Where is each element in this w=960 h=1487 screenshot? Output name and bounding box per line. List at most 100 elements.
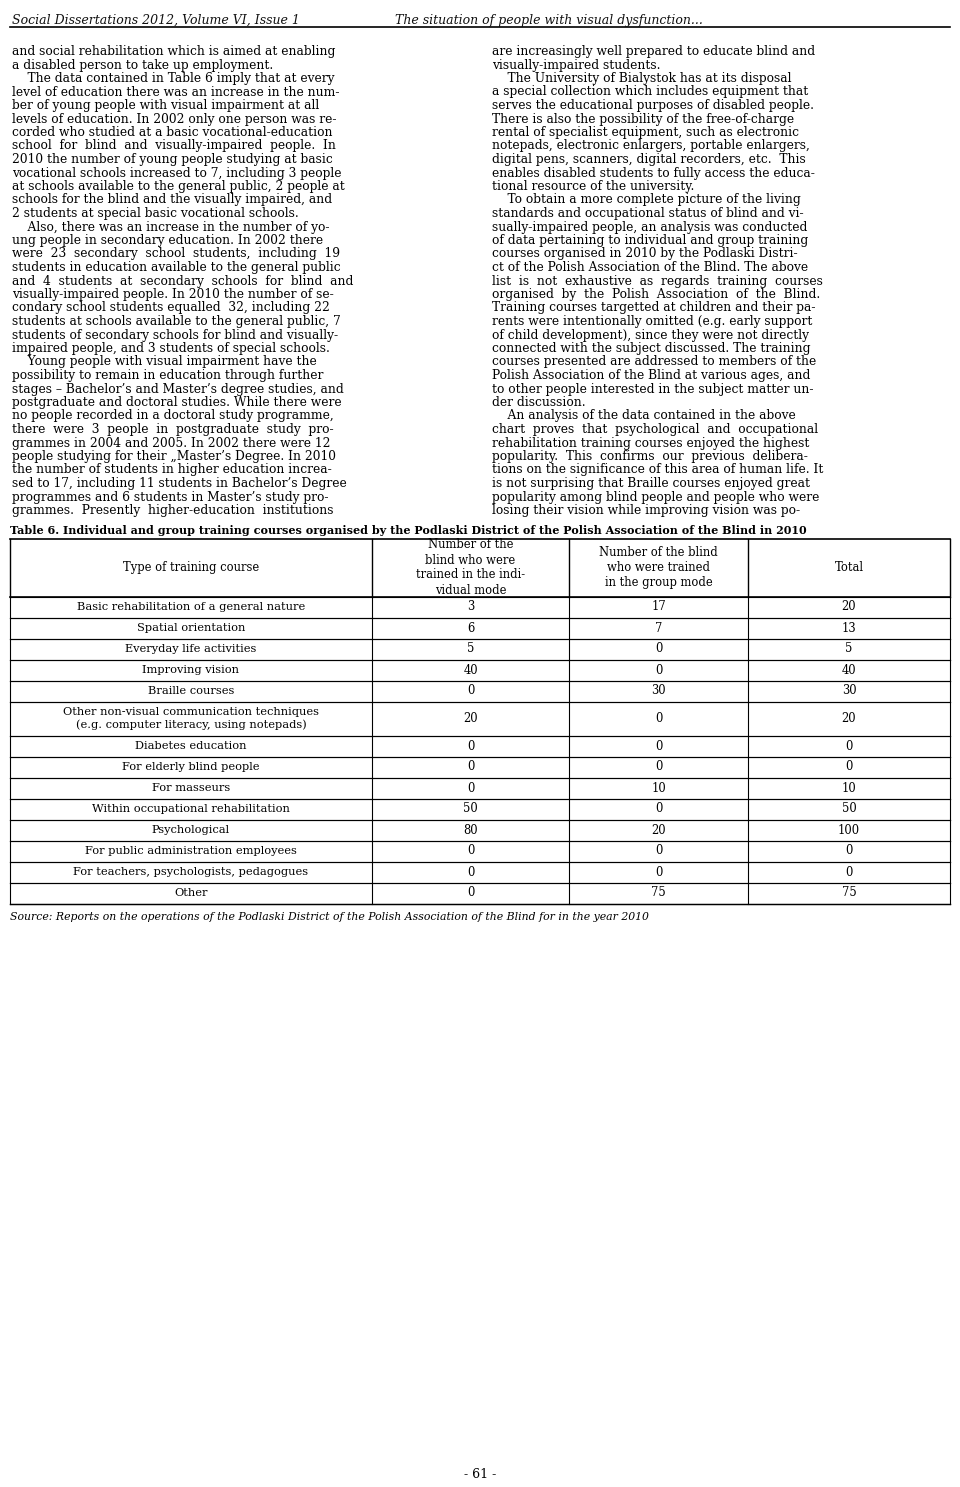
Text: Social Dissertations 2012, Volume VI, Issue 1: Social Dissertations 2012, Volume VI, Is…: [12, 13, 300, 27]
Text: programmes and 6 students in Master’s study pro-: programmes and 6 students in Master’s st…: [12, 491, 328, 504]
Text: condary school students equalled  32, including 22: condary school students equalled 32, inc…: [12, 302, 330, 314]
Text: enables disabled students to fully access the educa-: enables disabled students to fully acces…: [492, 167, 815, 180]
Text: Number of the
blind who were
trained in the indi-
vidual mode: Number of the blind who were trained in …: [416, 538, 525, 596]
Text: For public administration employees: For public administration employees: [85, 846, 297, 857]
Text: standards and occupational status of blind and vi-: standards and occupational status of bli…: [492, 207, 804, 220]
Text: 5: 5: [467, 642, 474, 656]
Text: courses presented are addressed to members of the: courses presented are addressed to membe…: [492, 355, 816, 369]
Text: postgraduate and doctoral studies. While there were: postgraduate and doctoral studies. While…: [12, 396, 342, 409]
Text: 5: 5: [845, 642, 852, 656]
Text: 0: 0: [655, 739, 662, 752]
Text: there  were  3  people  in  postgraduate  study  pro-: there were 3 people in postgraduate stud…: [12, 422, 334, 436]
Text: 40: 40: [842, 663, 856, 677]
Text: The University of Bialystok has at its disposal: The University of Bialystok has at its d…: [492, 71, 791, 85]
Text: Type of training course: Type of training course: [123, 561, 259, 574]
Text: school  for  blind  and  visually-impaired  people.  In: school for blind and visually-impaired p…: [12, 140, 336, 153]
Text: 20: 20: [464, 712, 478, 726]
Text: 0: 0: [655, 845, 662, 858]
Text: 2010 the number of young people studying at basic: 2010 the number of young people studying…: [12, 153, 333, 167]
Text: vocational schools increased to 7, including 3 people: vocational schools increased to 7, inclu…: [12, 167, 342, 180]
Text: 0: 0: [467, 782, 474, 794]
Text: sed to 17, including 11 students in Bachelor’s Degree: sed to 17, including 11 students in Bach…: [12, 477, 347, 491]
Text: 0: 0: [845, 845, 852, 858]
Text: Number of the blind
who were trained
in the group mode: Number of the blind who were trained in …: [599, 546, 718, 589]
Text: 0: 0: [467, 739, 474, 752]
Text: 75: 75: [651, 886, 666, 900]
Text: Table 6. Individual and group training courses organised by the Podlaski Distric: Table 6. Individual and group training c…: [10, 525, 806, 535]
Text: impaired people, and 3 students of special schools.: impaired people, and 3 students of speci…: [12, 342, 330, 355]
Text: The situation of people with visual dysfunction...: The situation of people with visual dysf…: [395, 13, 703, 27]
Text: popularity among blind people and people who were: popularity among blind people and people…: [492, 491, 820, 504]
Text: For masseurs: For masseurs: [152, 784, 230, 793]
Text: were  23  secondary  school  students,  including  19: were 23 secondary school students, inclu…: [12, 247, 340, 260]
Text: students at schools available to the general public, 7: students at schools available to the gen…: [12, 315, 341, 329]
Text: 10: 10: [842, 782, 856, 794]
Text: students in education available to the general public: students in education available to the g…: [12, 262, 341, 274]
Text: rental of specialist equipment, such as electronic: rental of specialist equipment, such as …: [492, 126, 799, 138]
Text: 6: 6: [467, 622, 474, 635]
Text: Other non-visual communication techniques
(e.g. computer literacy, using notepad: Other non-visual communication technique…: [63, 708, 319, 730]
Text: 30: 30: [651, 684, 666, 697]
Text: 0: 0: [467, 760, 474, 773]
Text: level of education there was an increase in the num-: level of education there was an increase…: [12, 85, 340, 98]
Text: to other people interested in the subject matter un-: to other people interested in the subjec…: [492, 382, 813, 396]
Text: 50: 50: [842, 803, 856, 815]
Text: organised  by  the  Polish  Association  of  the  Blind.: organised by the Polish Association of t…: [492, 288, 820, 300]
Text: 0: 0: [467, 684, 474, 697]
Text: grammes in 2004 and 2005. In 2002 there were 12: grammes in 2004 and 2005. In 2002 there …: [12, 437, 330, 449]
Text: 17: 17: [651, 601, 666, 614]
Text: 0: 0: [655, 803, 662, 815]
Text: Basic rehabilitation of a general nature: Basic rehabilitation of a general nature: [77, 602, 305, 613]
Text: sually-impaired people, an analysis was conducted: sually-impaired people, an analysis was …: [492, 220, 807, 233]
Text: Training courses targetted at children and their pa-: Training courses targetted at children a…: [492, 302, 815, 314]
Text: 0: 0: [467, 886, 474, 900]
Text: 3: 3: [467, 601, 474, 614]
Text: 50: 50: [464, 803, 478, 815]
Text: losing their vision while improving vision was po-: losing their vision while improving visi…: [492, 504, 800, 517]
Text: 0: 0: [655, 712, 662, 726]
Text: chart  proves  that  psychological  and  occupational: chart proves that psychological and occu…: [492, 422, 818, 436]
Text: 0: 0: [467, 865, 474, 879]
Text: possibility to remain in education through further: possibility to remain in education throu…: [12, 369, 324, 382]
Text: 0: 0: [655, 663, 662, 677]
Text: 2 students at special basic vocational schools.: 2 students at special basic vocational s…: [12, 207, 299, 220]
Text: 0: 0: [655, 760, 662, 773]
Text: of data pertaining to individual and group training: of data pertaining to individual and gro…: [492, 233, 808, 247]
Text: corded who studied at a basic vocational-education: corded who studied at a basic vocational…: [12, 126, 332, 138]
Text: and social rehabilitation which is aimed at enabling: and social rehabilitation which is aimed…: [12, 45, 335, 58]
Text: Within occupational rehabilitation: Within occupational rehabilitation: [92, 804, 290, 813]
Text: 30: 30: [842, 684, 856, 697]
Text: 13: 13: [842, 622, 856, 635]
Text: rents were intentionally omitted (e.g. early support: rents were intentionally omitted (e.g. e…: [492, 315, 812, 329]
Text: Psychological: Psychological: [152, 825, 230, 836]
Text: tional resource of the university.: tional resource of the university.: [492, 180, 694, 193]
Text: Everyday life activities: Everyday life activities: [125, 644, 256, 654]
Text: ct of the Polish Association of the Blind. The above: ct of the Polish Association of the Blin…: [492, 262, 808, 274]
Text: 20: 20: [842, 712, 856, 726]
Text: 7: 7: [655, 622, 662, 635]
Text: 80: 80: [464, 824, 478, 837]
Text: serves the educational purposes of disabled people.: serves the educational purposes of disab…: [492, 100, 814, 112]
Text: and  4  students  at  secondary  schools  for  blind  and: and 4 students at secondary schools for …: [12, 275, 353, 287]
Text: Spatial orientation: Spatial orientation: [136, 623, 245, 633]
Text: Diabetes education: Diabetes education: [135, 741, 247, 751]
Text: people studying for their „Master’s Degree. In 2010: people studying for their „Master’s Degr…: [12, 451, 336, 462]
Text: Also, there was an increase in the number of yo-: Also, there was an increase in the numbe…: [12, 220, 329, 233]
Text: 75: 75: [842, 886, 856, 900]
Text: notepads, electronic enlargers, portable enlargers,: notepads, electronic enlargers, portable…: [492, 140, 810, 153]
Text: tions on the significance of this area of human life. It: tions on the significance of this area o…: [492, 464, 824, 476]
Text: of child development), since they were not directly: of child development), since they were n…: [492, 329, 809, 342]
Text: 0: 0: [845, 865, 852, 879]
Text: 0: 0: [655, 865, 662, 879]
Text: Total: Total: [834, 561, 863, 574]
Text: connected with the subject discussed. The training: connected with the subject discussed. Th…: [492, 342, 810, 355]
Text: is not surprising that Braille courses enjoyed great: is not surprising that Braille courses e…: [492, 477, 810, 491]
Text: digital pens, scanners, digital recorders, etc.  This: digital pens, scanners, digital recorder…: [492, 153, 805, 167]
Text: For elderly blind people: For elderly blind people: [122, 761, 260, 772]
Text: courses organised in 2010 by the Podlaski Distri-: courses organised in 2010 by the Podlask…: [492, 247, 798, 260]
Text: Polish Association of the Blind at various ages, and: Polish Association of the Blind at vario…: [492, 369, 810, 382]
Text: To obtain a more complete picture of the living: To obtain a more complete picture of the…: [492, 193, 801, 207]
Text: students of secondary schools for blind and visually-: students of secondary schools for blind …: [12, 329, 338, 342]
Text: Young people with visual impairment have the: Young people with visual impairment have…: [12, 355, 317, 369]
Text: schools for the blind and the visually impaired, and: schools for the blind and the visually i…: [12, 193, 332, 207]
